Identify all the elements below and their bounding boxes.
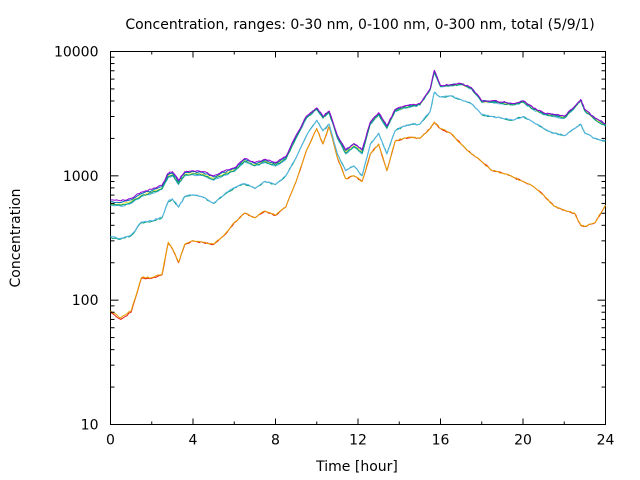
x-tick-label: 4: [189, 433, 198, 449]
x-axis-label: Time [hour]: [315, 459, 398, 475]
series-line-4: [110, 71, 606, 205]
x-axis: 0 4 8 12 16 20 24: [106, 51, 615, 449]
y-tick-label: 100: [72, 293, 99, 309]
series-line-3: [110, 71, 606, 207]
y-axis: 10 100 1000 10000: [54, 45, 606, 434]
y-axis-label: Concentration: [8, 188, 24, 287]
chart-title: Concentration, ranges: 0-30 nm, 0-100 nm…: [125, 17, 594, 33]
plot-area: [110, 51, 606, 425]
series-line-5: [110, 70, 606, 204]
x-tick-label: 20: [514, 433, 532, 449]
y-tick-label: 10: [81, 418, 99, 434]
series-line-9: [110, 69, 606, 202]
series-line-8: [110, 71, 606, 206]
series-group: [110, 69, 606, 320]
series-line-2: [110, 91, 606, 240]
x-tick-label: 12: [349, 433, 367, 449]
x-tick-label: 0: [106, 433, 115, 449]
series-line-7: [110, 91, 606, 240]
y-tick-label: 1000: [63, 169, 99, 185]
y-tick-label: 10000: [54, 45, 99, 61]
x-tick-label: 16: [432, 433, 450, 449]
series-line-1: [110, 121, 606, 320]
x-tick-label: 8: [271, 433, 280, 449]
series-line-6: [110, 121, 606, 319]
x-tick-label: 24: [597, 433, 615, 449]
